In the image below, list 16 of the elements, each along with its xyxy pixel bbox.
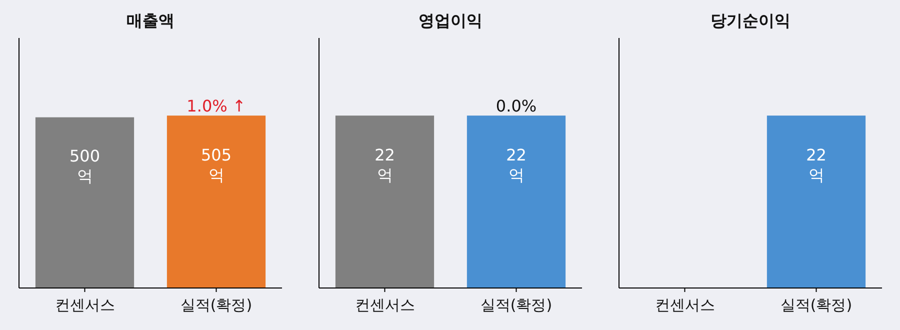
x-tick-label: 실적(확정) — [780, 296, 852, 314]
x-tick-label: 실적(확정) — [180, 296, 252, 314]
data-label: 22 억 — [374, 145, 395, 184]
text: 1.0% ↑ — [186, 96, 246, 116]
x-tick-label: 컨센서스 — [654, 296, 715, 314]
x-tick-label: 컨센서스 — [354, 296, 415, 314]
chart-title: 영업이익 — [418, 11, 482, 30]
chart-title: 당기순이익 — [710, 11, 790, 30]
data-label: 500 억 — [69, 146, 100, 186]
x-tick-label: 실적(확정) — [480, 296, 552, 314]
data-label: 505 억 — [200, 145, 232, 184]
x-tick-label: 컨센서스 — [54, 296, 115, 314]
chart-title: 매출액 — [126, 11, 174, 30]
data-label: 22 억 — [806, 145, 826, 184]
annotation: 0.0% — [496, 96, 537, 116]
data-label: 22 억 — [506, 145, 526, 184]
